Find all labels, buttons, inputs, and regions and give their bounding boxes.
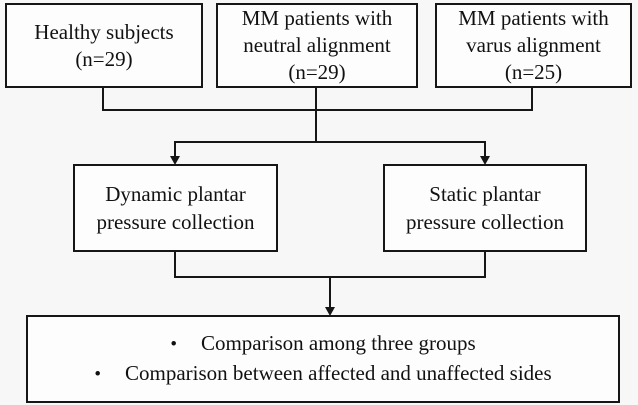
box-mm-varus-alignment: MM patients with varus alignment (n=25) [435, 3, 632, 88]
connector-split-right-drop [484, 141, 486, 157]
box-static-pressure-collection: Static plantar pressure collection [383, 164, 587, 252]
outcome-item-sides-label: Comparison between affected and unaffect… [125, 361, 552, 385]
box-mm-neutral-alignment-label: MM patients with neutral alignment (n=29… [241, 6, 393, 84]
connector-split-left-drop [174, 141, 176, 157]
box-dynamic-pressure-collection: Dynamic plantar pressure collection [73, 164, 278, 252]
arrowhead-down-center-icon [324, 307, 335, 316]
box-comparison-outcomes: • Comparison among three groups • Compar… [26, 315, 620, 403]
connector-healthy-stub [102, 86, 104, 111]
box-static-pressure-collection-label: Static plantar pressure collection [405, 182, 565, 234]
box-healthy-subjects: Healthy subjects (n=29) [5, 3, 203, 88]
bullet-icon: • [94, 364, 101, 385]
box-mm-neutral-alignment: MM patients with neutral alignment (n=29… [216, 3, 418, 88]
box-mm-varus-alignment-label: MM patients with varus alignment (n=25) [458, 6, 609, 84]
box-healthy-subjects-label: Healthy subjects (n=29) [34, 19, 174, 71]
connector-static-stub [484, 250, 486, 278]
outcome-item-groups-label: Comparison among three groups [200, 331, 476, 355]
box-dynamic-pressure-collection-label: Dynamic plantar pressure collection [96, 182, 255, 234]
connector-varus-stub [531, 86, 533, 111]
arrowhead-down-left-icon [169, 156, 180, 165]
arrowhead-down-right-icon [479, 156, 490, 165]
connector-top-join-line [102, 109, 533, 111]
connector-center-drop [329, 276, 331, 308]
connector-split-line [174, 141, 486, 143]
connector-neutral-trunk [315, 86, 317, 143]
outcome-item-groups: • Comparison among three groups [170, 329, 475, 359]
outcome-item-sides: • Comparison between affected and unaffe… [94, 359, 551, 389]
connector-dynamic-stub [174, 250, 176, 278]
bullet-icon: • [170, 334, 177, 355]
